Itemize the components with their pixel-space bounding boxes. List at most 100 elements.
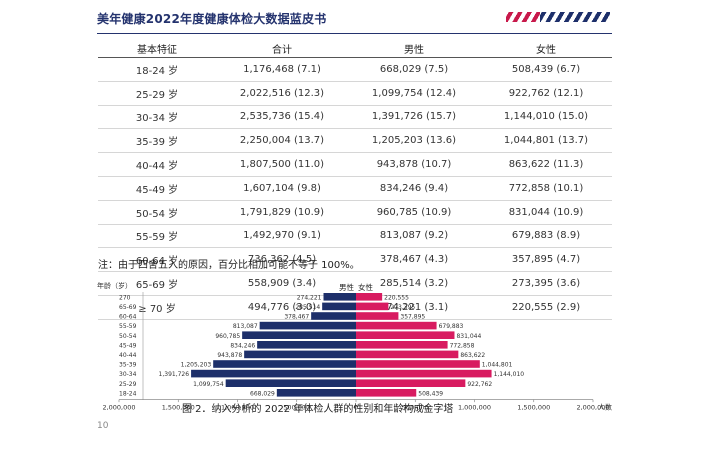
cell-total: 2,535,736 (15.4) bbox=[216, 105, 348, 130]
cell-female: 922,762 (12.1) bbox=[480, 81, 612, 106]
female-data-label: 1,144,010 bbox=[494, 371, 525, 378]
female-bar bbox=[356, 350, 459, 359]
table-row: 35-39 岁 2,250,004 (13.7) 1,205,203 (13.6) 1… bbox=[98, 128, 612, 154]
cell-total: 1,791,829 (10.9) bbox=[216, 200, 348, 225]
male-data-label: 1,391,726 bbox=[159, 371, 190, 378]
cell-male: 943,878 (10.7) bbox=[348, 152, 480, 177]
cell-female: 220,555 (2.9) bbox=[480, 295, 612, 320]
cell-feature: 40-44 岁 bbox=[98, 152, 216, 177]
page-number: 10 bbox=[97, 421, 109, 431]
figure-caption: 图 2．纳入分析的 2022 年体检人群的性别和年龄构成金字塔 bbox=[182, 404, 454, 415]
category-label: 45-49 bbox=[119, 342, 137, 349]
header-stripes-accent bbox=[506, 12, 540, 22]
female-bar bbox=[356, 341, 448, 349]
cell-male: 813,087 (9.2) bbox=[348, 224, 480, 249]
cell-feature: 18-24 岁 bbox=[98, 57, 216, 82]
cell-total: 1,807,500 (11.0) bbox=[216, 152, 348, 177]
col-header-male: 男性 bbox=[348, 40, 480, 58]
legend-female: 女性 bbox=[358, 282, 373, 292]
female-bar bbox=[356, 302, 389, 311]
female-data-label: 772,858 bbox=[450, 342, 475, 349]
header-stripes bbox=[506, 12, 610, 22]
x-tick-label: 1,000,000 bbox=[458, 404, 491, 412]
table-note: 注：由于四舍五入的原因，百分比相加可能不等于 100%。 bbox=[98, 260, 360, 271]
cell-feature: 25-29 岁 bbox=[98, 81, 216, 106]
cell-total: 1,607,104 (9.8) bbox=[216, 176, 348, 201]
x-tick-label: 1,000,000 bbox=[221, 404, 254, 412]
female-bar bbox=[356, 312, 399, 320]
category-label: 25-29 bbox=[119, 381, 137, 388]
legend-male: 男性 bbox=[339, 282, 354, 292]
category-label: 60-64 bbox=[119, 314, 137, 321]
cell-male: 1,391,726 (15.7) bbox=[348, 105, 480, 130]
cell-feature: ≥ 70 岁 bbox=[98, 295, 216, 320]
male-data-label: 943,878 bbox=[217, 352, 242, 359]
female-data-label: 863,622 bbox=[460, 352, 485, 359]
female-data-label: 273,395 bbox=[390, 304, 415, 311]
category-label: 50-54 bbox=[119, 333, 137, 340]
male-bar bbox=[311, 312, 356, 320]
male-data-label: 1,099,754 bbox=[193, 381, 224, 388]
col-header-total: 合计 bbox=[216, 40, 348, 58]
male-bar bbox=[213, 360, 356, 368]
female-data-label: 357,895 bbox=[400, 314, 425, 321]
cell-female: 357,895 (4.7) bbox=[480, 247, 612, 273]
female-data-label: 922,762 bbox=[467, 381, 492, 388]
x-tick-label: 1,500,000 bbox=[162, 404, 195, 412]
male-bar bbox=[242, 331, 356, 339]
x-tick-label: 0 bbox=[354, 404, 358, 412]
table-row: 45-49 岁 1,607,104 (9.8) 834,246 (9.4) 772,8… bbox=[98, 176, 612, 201]
table-row: 25-29 岁 2,022,516 (12.3) 1,099,754 (12.4) 9… bbox=[98, 81, 612, 106]
age-gender-table: 基本特征 合计 男性 女性 18-24 岁 1,176,468 (7.1) 668,… bbox=[98, 40, 612, 320]
col-header-feature: 基本特征 bbox=[98, 40, 216, 58]
cell-male: 378,467 (4.3) bbox=[348, 247, 480, 273]
table-row: 18-24 岁 1,176,468 (7.1) 668,029 (7.5) 508,4… bbox=[98, 57, 612, 82]
cell-feature: 35-39 岁 bbox=[98, 128, 216, 154]
category-label: 40-44 bbox=[119, 352, 137, 359]
female-data-label: 679,883 bbox=[439, 323, 464, 330]
male-bar bbox=[323, 293, 356, 301]
male-bar bbox=[259, 321, 356, 330]
female-bar bbox=[356, 331, 455, 339]
male-bar bbox=[225, 379, 356, 387]
female-bar bbox=[356, 293, 383, 301]
cell-feature: 55-59 岁 bbox=[98, 224, 216, 249]
male-data-label: 960,785 bbox=[215, 333, 240, 340]
cell-male: 285,514 (3.2) bbox=[348, 271, 480, 296]
table-row: 50-54 岁 1,791,829 (10.9) 960,785 (10.9) 831… bbox=[98, 200, 612, 225]
x-tick-label: 500,000 bbox=[283, 404, 310, 412]
female-data-label: 1,044,801 bbox=[482, 362, 513, 369]
male-bar bbox=[244, 350, 356, 359]
x-axis-label: 人数 bbox=[598, 403, 612, 412]
x-tick-label: 1,500,000 bbox=[517, 404, 550, 412]
report-title: 美年健康2022年度健康体检大数据蓝皮书 bbox=[97, 12, 327, 26]
category-label: 270 bbox=[119, 294, 131, 301]
x-tick-label: 500,000 bbox=[402, 404, 429, 412]
cell-female: 679,883 (8.9) bbox=[480, 224, 612, 249]
female-data-label: 220,555 bbox=[384, 294, 409, 301]
col-header-female: 女性 bbox=[480, 40, 612, 58]
cell-female: 831,044 (10.9) bbox=[480, 200, 612, 225]
category-label: 55-59 bbox=[119, 323, 137, 330]
male-data-label: 274,221 bbox=[297, 294, 322, 301]
female-bar bbox=[356, 379, 466, 387]
male-bar bbox=[322, 302, 356, 311]
cell-total: 1,176,468 (7.1) bbox=[216, 57, 348, 82]
cell-total: 736,362 (4.5) bbox=[216, 247, 348, 273]
cell-female: 1,144,010 (15.0) bbox=[480, 105, 612, 130]
cell-total: 2,022,516 (12.3) bbox=[216, 81, 348, 106]
female-bar bbox=[356, 360, 480, 368]
table-row: 55-59 岁 1,492,970 (9.1) 813,087 (9.2) 679,8… bbox=[98, 224, 612, 249]
male-data-label: 668,029 bbox=[250, 390, 275, 397]
cell-male: 1,099,754 (12.4) bbox=[348, 81, 480, 106]
cell-total: 2,250,004 (13.7) bbox=[216, 128, 348, 154]
male-data-label: 378,467 bbox=[284, 314, 309, 321]
cell-male: 668,029 (7.5) bbox=[348, 57, 480, 82]
male-bar bbox=[276, 389, 356, 397]
cell-feature: 65-69 岁 bbox=[98, 271, 216, 296]
cell-male: 834,246 (9.4) bbox=[348, 176, 480, 201]
cell-total: 1,492,970 (9.1) bbox=[216, 224, 348, 249]
y-axis-label: 年龄（岁） bbox=[97, 281, 132, 290]
cell-male: 1,205,203 (13.6) bbox=[348, 128, 480, 154]
cell-total: 558,909 (3.4) bbox=[216, 271, 348, 296]
